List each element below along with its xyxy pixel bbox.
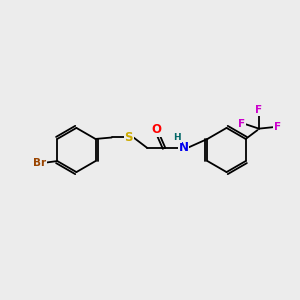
Text: F: F	[274, 122, 281, 132]
Text: H: H	[173, 133, 181, 142]
Text: O: O	[152, 123, 161, 136]
Text: F: F	[238, 119, 245, 129]
Text: Br: Br	[33, 158, 46, 167]
Text: F: F	[255, 105, 262, 116]
Text: N: N	[178, 141, 189, 154]
Text: S: S	[124, 131, 133, 144]
